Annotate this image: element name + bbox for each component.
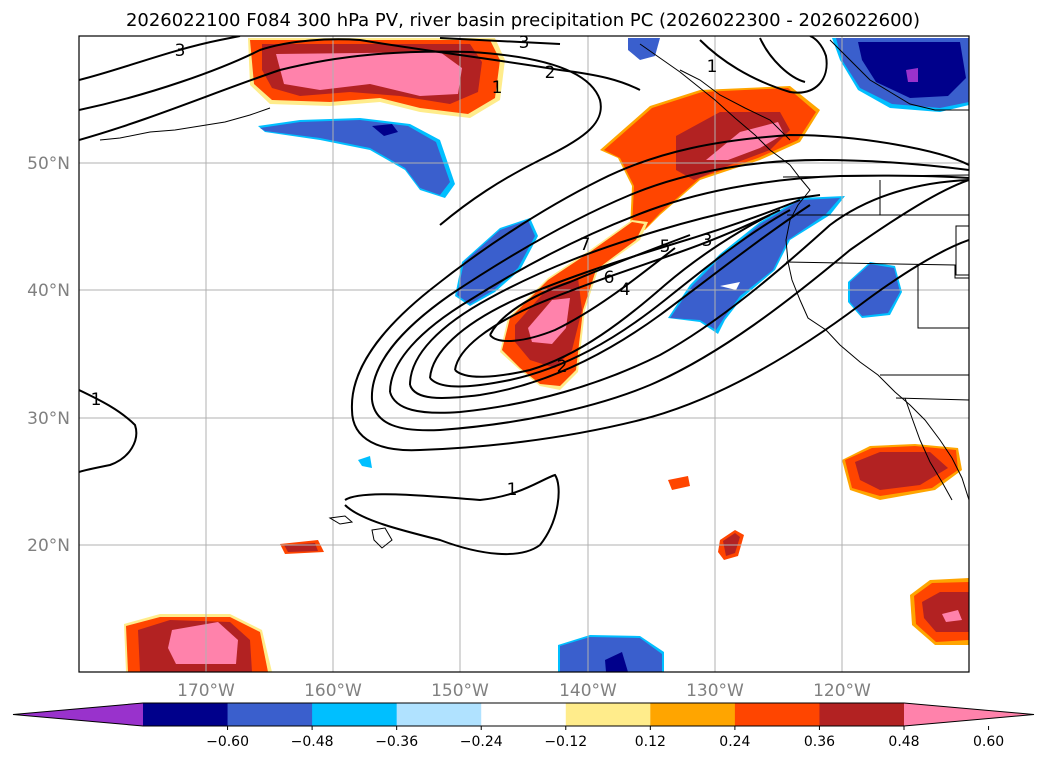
colorbar-swatch <box>481 703 567 726</box>
contour-pv-north-1 <box>79 36 241 81</box>
shaded-region-aleutian-negative <box>258 118 455 198</box>
shaded-region-southeast-positive <box>910 578 969 645</box>
contour-label: 1 <box>707 57 718 77</box>
contour-label: 5 <box>660 237 671 257</box>
contour-label: 7 <box>580 235 591 255</box>
pv-contours <box>79 36 969 555</box>
shaded-region-northeast-negative <box>832 38 969 112</box>
lat-label: 20°N <box>27 536 70 556</box>
lat-label: 50°N <box>27 154 70 174</box>
contour-pv-7 <box>489 234 691 336</box>
contour-pv-subtropic-1 <box>344 473 560 555</box>
shaded-region-north-positive <box>248 38 505 118</box>
lon-label: 120°W <box>813 681 871 701</box>
lat-label: 40°N <box>27 281 70 301</box>
longitude-labels: 170°W 160°W 150°W 140°W 130°W 120°W <box>177 681 871 701</box>
contour-pv-4b <box>409 204 811 399</box>
contour-pv-north-b <box>439 37 561 45</box>
colorbar-swatch <box>565 703 651 726</box>
colorbar-swatch <box>143 703 229 726</box>
colorbar-tick-label: 0.60 <box>973 734 1004 750</box>
lon-label: 130°W <box>686 681 744 701</box>
colorbar-swatch <box>312 703 398 726</box>
contour-label: 1 <box>507 480 518 500</box>
contour-pv-ne-1 <box>699 36 828 94</box>
contour-pv-ne-2 <box>759 37 806 83</box>
lon-label: 170°W <box>177 681 235 701</box>
shaded-region-west-negative <box>455 218 538 306</box>
contour-pv-1-main <box>350 133 969 411</box>
contour-pv-sw-1 <box>79 389 138 473</box>
contour-pv-5 <box>429 199 801 379</box>
contour-label: 2 <box>557 357 568 377</box>
colorbar-swatch <box>819 703 905 726</box>
contour-label: 2 <box>545 63 556 83</box>
contour-pv-north-3 <box>79 50 602 226</box>
contour-pv-north-2 <box>79 38 641 111</box>
contour-pv-2 <box>370 158 969 401</box>
shaded-region-baja-positive <box>842 444 962 500</box>
map-panel: 1 2 3 4 5 6 7 1 2 3 1 1 3 <box>78 33 970 673</box>
colorbar-extend-low <box>13 703 143 726</box>
contour-pv-5b <box>429 209 791 388</box>
colorbar-tick-label: 0.36 <box>804 734 835 750</box>
colorbar-swatch <box>734 703 820 726</box>
colorbar-tick-label: 0.24 <box>719 734 750 750</box>
shading-layer <box>124 38 969 672</box>
shaded-region-east-negative <box>668 196 845 334</box>
contour-label: 1 <box>492 78 503 98</box>
colorbar-swatch <box>650 703 736 726</box>
shaded-region-pacific-nw-positive <box>600 86 820 230</box>
map-frame <box>78 35 970 673</box>
contour-label: 3 <box>702 231 713 251</box>
colorbar-tick-label: −0.36 <box>375 734 418 750</box>
contour-label: 3 <box>175 41 186 61</box>
colorbar-tick-label: 0.12 <box>635 734 666 750</box>
contour-pv-1-south <box>351 239 969 452</box>
contour-pv-2b <box>371 179 969 432</box>
shaded-region-southwest-positive <box>124 614 272 672</box>
contour-labels: 1 2 3 4 5 6 7 1 2 3 1 1 3 <box>91 33 718 500</box>
contour-label: 4 <box>620 280 631 300</box>
contour-pv-4 <box>409 194 821 386</box>
contour-pv-7b <box>489 247 676 342</box>
colorbar: −0.60 −0.48 −0.36 −0.24 −0.12 0.12 0.24 0.36 0.4… <box>12 702 1035 750</box>
colorbar-swatch <box>396 703 482 726</box>
lon-label: 150°W <box>431 681 489 701</box>
contour-label: 1 <box>91 390 102 410</box>
map-title: 2026022100 F084 300 hPa PV, river basin … <box>126 10 920 31</box>
lon-label: 140°W <box>559 681 617 701</box>
contour-pv-3 <box>389 174 969 393</box>
contour-pv-3b <box>389 179 969 414</box>
colorbar-tick-label: −0.60 <box>206 734 249 750</box>
colorbar-swatch <box>227 703 313 726</box>
colorbar-tick-label: −0.24 <box>460 734 503 750</box>
colorbar-outline <box>12 702 1035 727</box>
colorbar-tick-label: −0.48 <box>291 734 334 750</box>
lat-label: 30°N <box>27 409 70 429</box>
latitude-labels: 50°N 40°N 30°N 20°N <box>27 154 70 556</box>
map-gridlines <box>79 36 969 672</box>
colorbar-extend-high <box>904 703 1034 726</box>
lon-label: 160°W <box>304 681 362 701</box>
colorbar-tick-label: −0.12 <box>544 734 587 750</box>
contour-label: 3 <box>519 33 530 53</box>
contour-pv-6 <box>454 209 781 371</box>
shaded-region-small-blue <box>358 38 660 468</box>
shaded-region-south-negative <box>558 635 664 672</box>
contour-label: 6 <box>604 268 615 288</box>
colorbar-tick-label: 0.48 <box>888 734 919 750</box>
shaded-region-central-positive <box>500 220 648 390</box>
contour-pv-6b <box>454 214 771 378</box>
